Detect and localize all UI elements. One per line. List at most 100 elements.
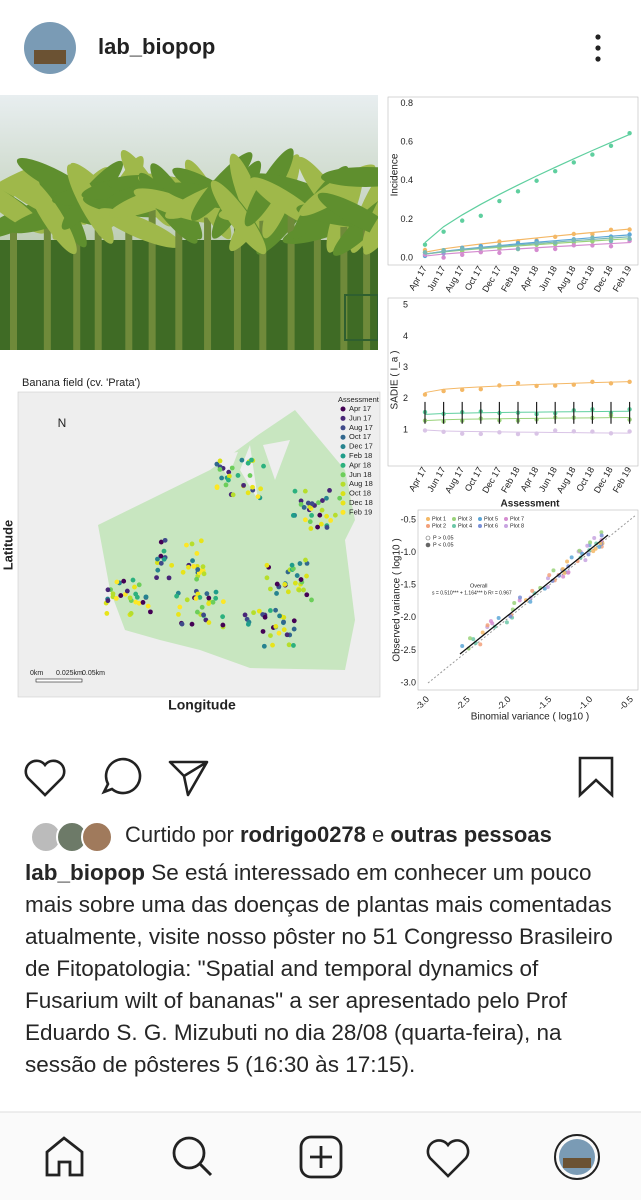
- tree-point: [297, 561, 303, 566]
- legend-swatch: [425, 535, 431, 541]
- avatar[interactable]: [24, 22, 76, 74]
- y-tick-label: -1.0: [400, 547, 416, 557]
- stem: [43, 215, 51, 350]
- stem: [313, 199, 321, 350]
- tree-point: [298, 577, 304, 582]
- tree-point: [220, 599, 226, 605]
- more-menu[interactable]: [595, 34, 601, 62]
- point: [608, 238, 614, 244]
- tree-point: [274, 591, 279, 596]
- legend-swatch: [340, 491, 346, 497]
- legend-swatch: [340, 472, 346, 478]
- home-tab[interactable]: [45, 1136, 84, 1177]
- legend-label: Aug 18: [349, 479, 373, 488]
- tree-point: [195, 567, 201, 572]
- tree-point: [298, 502, 304, 507]
- tree-point: [223, 482, 229, 488]
- tree-point: [324, 513, 330, 519]
- point: [583, 558, 588, 563]
- legend-label: Plot 4: [458, 523, 472, 529]
- tree-point: [136, 600, 142, 606]
- point: [518, 595, 523, 600]
- liker-avatar[interactable]: [81, 821, 113, 853]
- tree-point: [255, 494, 261, 500]
- tree-point: [194, 576, 200, 582]
- legend-swatch: [426, 517, 430, 521]
- tree-point: [226, 477, 231, 483]
- point: [508, 614, 513, 619]
- point: [553, 246, 558, 252]
- tree-point: [124, 588, 130, 594]
- y-tick-label: -2.5: [400, 645, 416, 655]
- tree-point: [258, 486, 264, 492]
- point: [441, 388, 446, 394]
- point: [608, 227, 614, 233]
- caption-username[interactable]: lab_biopop: [25, 860, 145, 885]
- point: [515, 246, 521, 252]
- tree-point: [176, 612, 181, 617]
- like-button[interactable]: [24, 759, 66, 797]
- point: [592, 535, 597, 540]
- tree-point: [317, 512, 323, 518]
- point: [627, 227, 632, 232]
- save-button[interactable]: [578, 756, 614, 799]
- point: [497, 250, 502, 256]
- stem: [73, 222, 81, 350]
- tree-point: [191, 564, 197, 569]
- comment-button[interactable]: [101, 757, 142, 795]
- tree-point: [105, 598, 111, 604]
- activity-tab[interactable]: [426, 1139, 470, 1178]
- legend-label: Oct 18: [349, 489, 371, 498]
- liker-name[interactable]: rodrigo0278: [239, 822, 366, 847]
- point: [542, 586, 547, 591]
- y-tick-label: 4: [403, 331, 408, 341]
- tree-point: [213, 595, 219, 601]
- point: [571, 231, 576, 237]
- legend-swatch: [340, 509, 346, 515]
- stem: [259, 195, 267, 350]
- tree-point: [309, 501, 315, 507]
- tree-point: [214, 461, 220, 467]
- point: [577, 548, 582, 553]
- tree-point: [268, 633, 273, 639]
- share-button[interactable]: [168, 760, 209, 797]
- point: [553, 234, 558, 239]
- tree-point: [158, 560, 164, 566]
- tree-point: [242, 612, 248, 618]
- point: [551, 568, 556, 573]
- profile-tab[interactable]: [554, 1134, 600, 1180]
- point: [441, 229, 446, 234]
- tree-point: [291, 618, 297, 624]
- likes-others[interactable]: outras pessoas: [390, 822, 552, 847]
- caption: lab_biopop Se está interessado em conhec…: [25, 857, 617, 1110]
- tree-point: [105, 587, 111, 593]
- tree-point: [133, 591, 139, 597]
- legend-swatch: [425, 542, 431, 548]
- legend-label: Dec 17: [349, 442, 373, 451]
- legend-swatch: [340, 453, 346, 459]
- legend-label: Dec 18: [349, 498, 373, 507]
- point: [571, 243, 576, 248]
- tree-point: [298, 498, 304, 504]
- legend-label: Feb 19: [349, 507, 372, 516]
- tree-point: [200, 564, 206, 570]
- tree-point: [277, 613, 282, 619]
- search-tab[interactable]: [172, 1136, 213, 1177]
- point: [590, 379, 595, 385]
- legend-swatch: [340, 425, 346, 431]
- panel: [387, 297, 639, 467]
- tree-point: [301, 505, 307, 510]
- tree-point: [127, 595, 133, 601]
- new-post-tab[interactable]: [299, 1135, 343, 1179]
- username[interactable]: lab_biopop: [98, 34, 215, 59]
- stem: [233, 225, 241, 350]
- tree-point: [177, 604, 183, 610]
- tree-point: [245, 460, 251, 466]
- legend-label: P < 0.05: [433, 542, 454, 548]
- likes-joiner: e: [372, 822, 385, 847]
- point: [627, 130, 632, 136]
- point: [422, 392, 428, 397]
- legend-label: Plot 8: [510, 523, 524, 529]
